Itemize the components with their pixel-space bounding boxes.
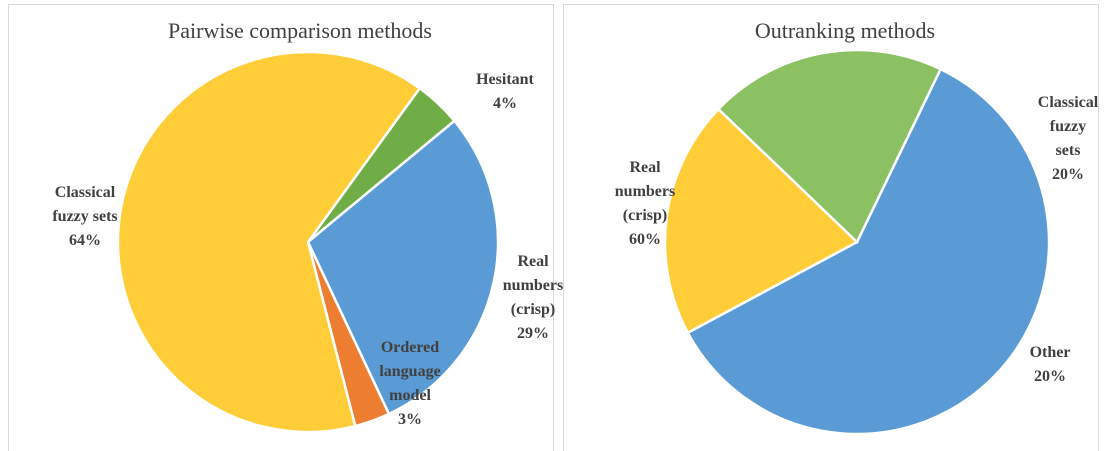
label-line: Classical <box>55 184 116 201</box>
label-line: numbers <box>615 183 675 200</box>
slice-label: Real numbers (crisp) <box>503 253 563 318</box>
label-line: Hesitant <box>476 71 534 88</box>
value-label: 20% <box>1034 368 1066 385</box>
label-line: (crisp) <box>511 301 555 318</box>
pie-slice <box>663 107 860 335</box>
slice-label: Real numbers (crisp) <box>615 159 675 224</box>
slice-label: Other <box>1030 344 1071 361</box>
label-line: Real <box>629 159 661 176</box>
label-line: language <box>379 363 440 380</box>
slice-label: Hesitant <box>476 71 534 88</box>
label-line: fuzzy <box>1050 118 1086 135</box>
slice-label: Ordered language model <box>379 339 440 404</box>
pie-slice <box>716 48 943 245</box>
label-line: (crisp) <box>623 207 667 224</box>
value-label: 64% <box>69 232 101 249</box>
pie-slice <box>686 67 1051 436</box>
label-line: Ordered <box>381 339 439 356</box>
label-line: sets <box>1056 142 1081 159</box>
value-label: 60% <box>629 231 661 248</box>
label-line: fuzzy sets <box>52 208 117 225</box>
label-line: numbers <box>503 277 563 294</box>
value-label: 20% <box>1052 166 1084 183</box>
pie-slice <box>116 50 422 434</box>
label-line: Real <box>517 253 549 270</box>
chart-title: Pairwise comparison methods <box>168 18 432 43</box>
label-line: Classical <box>1038 94 1099 111</box>
slice-label: Classical fuzzy sets <box>1038 94 1099 159</box>
chart-title: Outranking methods <box>755 18 935 43</box>
value-label: 3% <box>398 411 422 428</box>
label-line: Other <box>1030 344 1071 361</box>
slice-label: Classical fuzzy sets <box>52 184 117 225</box>
value-label: 29% <box>517 325 549 342</box>
label-line: model <box>389 387 431 404</box>
value-label: 4% <box>493 95 517 112</box>
